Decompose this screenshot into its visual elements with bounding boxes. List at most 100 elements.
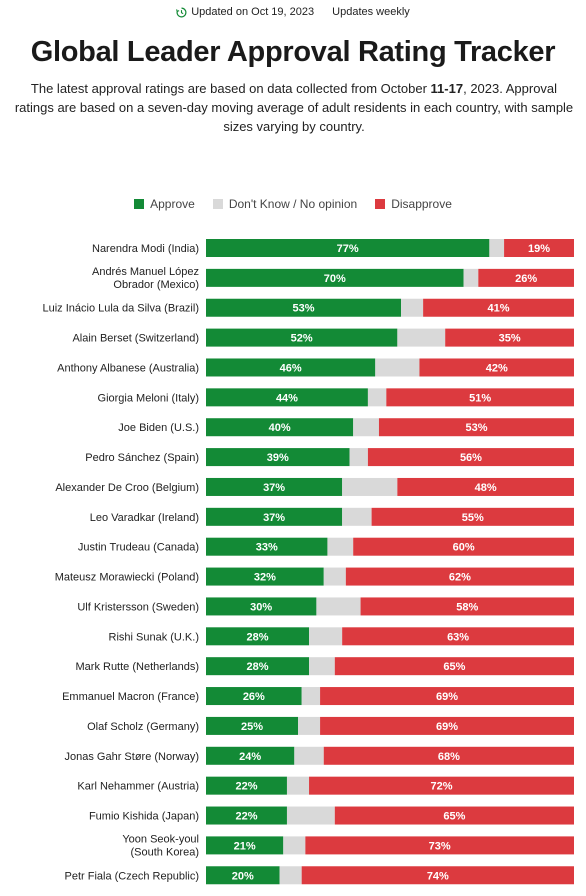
category-label: Joe Biden (U.S.)	[118, 422, 199, 434]
bar-approve	[206, 268, 464, 287]
bar-dontknow	[342, 477, 398, 496]
page-subtitle: The latest approval ratings are based on…	[14, 79, 574, 136]
category-label: Fumio Kishida (Japan)	[89, 811, 199, 823]
category-label: Yoon Seok-youl (South Korea)	[122, 833, 199, 858]
bar-disapprove	[342, 627, 574, 646]
page-title: Global Leader Approval Rating Tracker	[30, 36, 556, 68]
category-label: Karl Nehammer (Austria)	[77, 781, 199, 793]
bar-approve	[206, 836, 284, 855]
data-label-disapprove: 69%	[436, 721, 458, 733]
legend-item-approve: Approve	[134, 197, 195, 211]
bar-dontknow	[397, 328, 446, 347]
legend-swatch-disapprove	[375, 199, 386, 209]
bar-disapprove	[419, 358, 574, 377]
bar-dontknow	[286, 806, 335, 825]
subtitle-dates: 11-17	[430, 81, 464, 96]
bar-dontknow	[353, 418, 379, 437]
bar-dontknow	[367, 388, 387, 407]
legend-item-disapprove: Disapprove	[375, 197, 452, 211]
bar-dontknow	[283, 836, 306, 855]
data-label-approve: 53%	[293, 303, 315, 315]
data-label-disapprove: 73%	[429, 840, 451, 852]
bar-approve	[206, 507, 343, 526]
bar-approve	[206, 298, 402, 317]
data-label-approve: 22%	[235, 811, 257, 823]
bar-disapprove	[367, 448, 574, 467]
data-label-disapprove: 56%	[460, 452, 482, 464]
bar-approve	[206, 776, 287, 795]
data-label-disapprove: 41%	[488, 303, 510, 315]
category-label: Andrés Manuel López Obrador (Mexico)	[92, 266, 199, 291]
data-label-approve: 52%	[291, 333, 313, 345]
bar-approve	[206, 866, 280, 885]
bar-dontknow	[286, 776, 310, 795]
bar-approve	[206, 358, 376, 377]
legend-label-dontknow: Don't Know / No opinion	[228, 197, 358, 211]
category-label: Pedro Sánchez (Spain)	[85, 452, 199, 464]
category-label: Emmanuel Macron (France)	[62, 691, 199, 703]
data-label-approve: 28%	[247, 631, 269, 643]
category-label: Luiz Inácio Lula da Silva (Brazil)	[42, 303, 199, 315]
category-label: Giorgia Meloni (Italy)	[98, 392, 199, 404]
bar-dontknow	[401, 298, 424, 317]
bar-disapprove	[309, 776, 574, 795]
bar-disapprove	[334, 657, 574, 676]
bar-disapprove	[301, 866, 574, 885]
bar-dontknow	[323, 567, 346, 586]
bar-disapprove	[445, 328, 574, 347]
update-frequency: Updates weekly	[332, 6, 410, 18]
bar-approve	[206, 328, 398, 347]
data-label-approve: 37%	[263, 512, 285, 524]
subtitle-text-start: The latest approval ratings are based on…	[30, 81, 431, 96]
data-label-approve: 32%	[254, 572, 276, 584]
bar-approve	[206, 597, 317, 616]
category-label: Mateusz Morawiecki (Poland)	[55, 572, 199, 584]
data-label-disapprove: 58%	[456, 601, 478, 613]
data-label-disapprove: 51%	[469, 392, 491, 404]
bar-disapprove	[478, 268, 574, 287]
category-label: Petr Fiala (Czech Republic)	[65, 870, 200, 882]
data-label-approve: 44%	[276, 392, 298, 404]
bar-approve	[206, 567, 324, 586]
bar-dontknow	[489, 239, 505, 257]
bar-approve	[206, 537, 328, 556]
data-label-approve: 46%	[280, 362, 302, 374]
bar-disapprove	[371, 507, 574, 526]
data-label-approve: 25%	[241, 721, 263, 733]
data-label-disapprove: 62%	[449, 572, 471, 584]
bar-disapprove	[423, 298, 574, 317]
bar-approve	[206, 657, 310, 676]
data-label-disapprove: 65%	[443, 811, 465, 823]
bar-disapprove	[353, 537, 574, 556]
data-label-disapprove: 35%	[499, 333, 521, 345]
data-label-disapprove: 63%	[447, 631, 469, 643]
bar-disapprove	[334, 806, 574, 825]
data-label-disapprove: 48%	[475, 482, 497, 494]
category-label: Narendra Modi (India)	[92, 243, 199, 255]
bar-dontknow	[375, 358, 420, 377]
data-label-approve: 37%	[263, 482, 285, 494]
data-label-approve: 40%	[269, 422, 291, 434]
data-label-disapprove: 19%	[528, 243, 550, 255]
bar-dontknow	[298, 716, 321, 735]
bar-approve	[206, 716, 298, 735]
data-label-approve: 22%	[235, 781, 257, 793]
bar-approve	[206, 627, 310, 646]
bar-disapprove	[345, 567, 574, 586]
update-info: Updated on Oct 19, 2023 Updates weekly	[0, 4, 586, 20]
bar-disapprove	[397, 477, 574, 496]
bar-approve	[206, 239, 490, 257]
bar-approve	[206, 477, 343, 496]
legend-swatch-approve	[134, 199, 145, 209]
bar-dontknow	[316, 597, 361, 616]
data-label-disapprove: 68%	[438, 751, 460, 763]
data-label-approve: 20%	[232, 870, 254, 882]
bar-dontknow	[463, 268, 479, 287]
bar-disapprove	[305, 836, 574, 855]
legend-label-disapprove: Disapprove	[391, 197, 452, 211]
bar-dontknow	[309, 627, 343, 646]
bar-dontknow	[327, 537, 354, 556]
category-label: Leo Varadkar (Ireland)	[90, 512, 199, 524]
legend-swatch-dontknow	[212, 199, 223, 209]
bar-dontknow	[279, 866, 302, 885]
